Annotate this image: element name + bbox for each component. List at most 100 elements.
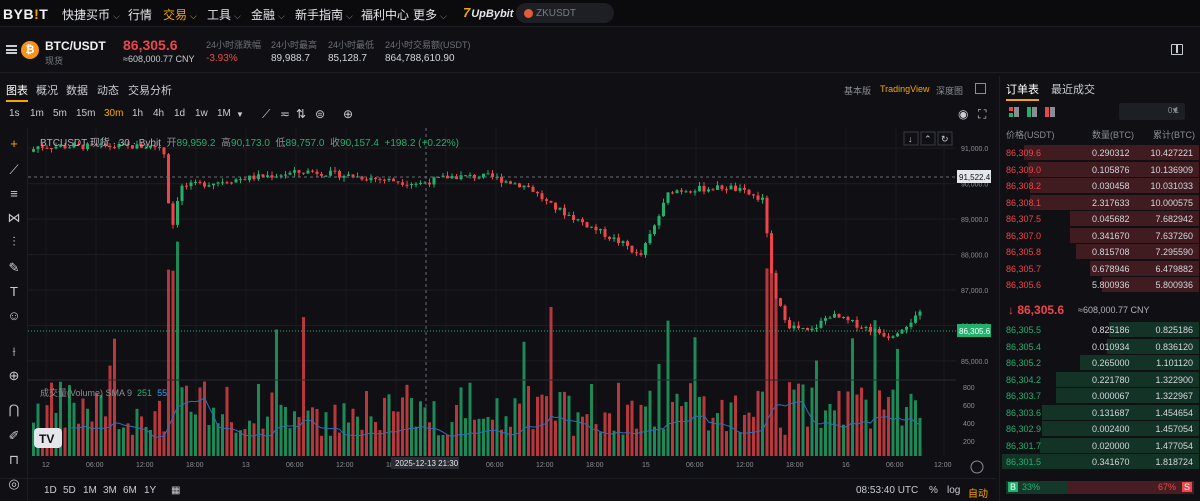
magnet-icon[interactable]: ⋂: [8, 402, 20, 417]
bid-row[interactable]: 86,301.7 0.020000 1.477054: [1000, 437, 1199, 454]
range-5d[interactable]: 5D: [63, 485, 76, 496]
chart-type-icon[interactable]: ⟋: [262, 107, 271, 121]
book-bids-icon[interactable]: [1027, 107, 1037, 117]
tab-feed[interactable]: 动态: [97, 85, 119, 97]
nav-trade[interactable]: 交易 ⌵: [163, 8, 197, 22]
lock-icon[interactable]: ⊓: [8, 452, 20, 467]
view-tradingview[interactable]: TradingView: [880, 84, 930, 94]
nav-finance[interactable]: 金融 ⌵: [251, 8, 285, 22]
ask-row[interactable]: 86,305.8 0.815708 7.295590: [1000, 244, 1199, 260]
candle-body: [747, 189, 751, 195]
layout-icon[interactable]: [1171, 44, 1183, 55]
range-1m[interactable]: 1M: [83, 485, 97, 496]
tf-15m[interactable]: 15m: [76, 108, 96, 119]
chevron-down-icon[interactable]: ▼: [236, 110, 244, 119]
log-toggle[interactable]: log: [947, 485, 961, 496]
compare-icon[interactable]: ⇅: [296, 107, 307, 121]
brush-icon[interactable]: ✎: [8, 260, 20, 275]
bid-row[interactable]: 86,305.5 0.825186 0.825186: [1000, 322, 1199, 338]
horizontal-lines-icon[interactable]: ≡: [10, 186, 18, 201]
emoji-icon[interactable]: ☺: [7, 308, 21, 323]
tf-1M[interactable]: 1M: [217, 108, 231, 119]
tab-overview[interactable]: 概况: [36, 85, 58, 97]
candle-body: [788, 320, 791, 329]
ask-row[interactable]: 86,309.6 0.290312 10.427221: [1000, 145, 1199, 161]
tab-trade-analysis[interactable]: 交易分析: [128, 85, 172, 97]
indicators-icon[interactable]: ≂: [280, 107, 291, 121]
lock-drawing-icon[interactable]: ✐: [8, 428, 20, 443]
nav-beginner-guide[interactable]: 新手指南 ⌵: [295, 8, 353, 22]
grid-layout-icon[interactable]: [975, 83, 986, 94]
tf-1d[interactable]: 1d: [174, 108, 186, 119]
bybit-logo[interactable]: BYB!T: [3, 6, 49, 22]
tf-30m[interactable]: 30m: [104, 108, 124, 119]
view-basic[interactable]: 基本版: [844, 86, 872, 96]
nav-markets[interactable]: 行情: [128, 8, 153, 22]
view-depth[interactable]: 深度图: [936, 86, 964, 96]
book-asks-icon[interactable]: [1045, 107, 1055, 117]
tf-1s[interactable]: 1s: [9, 108, 20, 119]
ask-row[interactable]: 86,308.2 0.030458 10.031033: [1000, 178, 1199, 194]
price-step-select[interactable]: 0.1 ▼: [1119, 103, 1185, 120]
ask-row[interactable]: 86,309.0 0.105876 10.136909: [1000, 161, 1199, 178]
bid-row[interactable]: 86,303.7 0.000067 1.322967: [1000, 388, 1199, 404]
nav-more[interactable]: 更多 ⌵: [413, 8, 447, 22]
range-6m[interactable]: 6M: [123, 485, 137, 496]
auto-toggle[interactable]: 自动: [968, 489, 988, 500]
tf-1w[interactable]: 1w: [195, 108, 208, 119]
ask-row[interactable]: 86,307.0 0.341670 7.637260: [1000, 227, 1199, 244]
nav-tools[interactable]: 工具 ⌵: [207, 8, 241, 22]
crosshair-icon[interactable]: +: [10, 136, 18, 151]
volume-bar: [185, 385, 188, 456]
range-1d[interactable]: 1D: [44, 485, 57, 496]
bid-row[interactable]: 86,305.2 0.265000 1.101120: [1000, 355, 1199, 371]
bid-row[interactable]: 86,305.4 0.010934 0.836120: [1000, 338, 1199, 355]
ruler-icon[interactable]: ⟊: [12, 344, 16, 359]
text-icon[interactable]: T: [10, 284, 18, 299]
candlestick-chart[interactable]: 91,000.0 90,000.0 89,000.0 88,000.0 87,000.0…: [28, 128, 996, 478]
camera-icon[interactable]: ◉: [958, 107, 969, 121]
ask-row[interactable]: 86,307.5 0.045682 7.682942: [1000, 211, 1199, 227]
ask-row[interactable]: 86,308.1 2.317633 10.000575: [1000, 194, 1199, 211]
book-both-icon[interactable]: [1009, 107, 1019, 117]
tab-chart[interactable]: 图表: [6, 82, 28, 102]
zoom-in-icon[interactable]: ⊕: [8, 368, 20, 383]
settings-icon[interactable]: ⊜: [315, 107, 326, 121]
visibility-icon[interactable]: ◎: [8, 476, 20, 491]
tf-4h[interactable]: 4h: [153, 108, 165, 119]
bid-row[interactable]: 86,303.6 0.131687 1.454654: [1000, 404, 1199, 421]
volume-bar: [770, 261, 773, 456]
trend-line-icon[interactable]: ⟋: [9, 162, 19, 177]
tab-data[interactable]: 数据: [66, 85, 88, 97]
candle-body: [765, 197, 769, 234]
range-3m[interactable]: 3M: [103, 485, 117, 496]
add-icon[interactable]: ⊕: [343, 107, 354, 121]
upbybit-promo[interactable]: 7UpBybit: [463, 5, 514, 20]
ask-row[interactable]: 86,305.7 0.678946 6.479882: [1000, 260, 1199, 277]
fullscreen-icon[interactable]: ⛶: [978, 107, 987, 121]
candle-body: [306, 170, 310, 174]
bid-row[interactable]: 86,304.2 0.221780 1.322900: [1000, 371, 1199, 388]
percent-toggle[interactable]: %: [929, 485, 938, 496]
volume-bar: [293, 411, 296, 456]
ask-row[interactable]: 86,305.6 5.800936 5.800936: [1000, 277, 1199, 293]
candle-body: [711, 189, 715, 191]
tf-1h[interactable]: 1h: [132, 108, 144, 119]
pair-name[interactable]: BTC/USDT: [45, 39, 106, 53]
tab-recent-trades[interactable]: 最近成交: [1051, 84, 1095, 96]
search-input[interactable]: ZKUSDT: [516, 3, 614, 23]
tf-1m[interactable]: 1m: [30, 108, 44, 119]
range-1y[interactable]: 1Y: [144, 485, 157, 496]
bid-row[interactable]: 86,302.9 0.002400 1.457054: [1000, 421, 1199, 437]
tab-orderbook[interactable]: 订单表: [1006, 81, 1039, 101]
nav-rewards[interactable]: 福利中心: [361, 8, 410, 22]
nav-quick-buy[interactable]: 快捷买币 ⌵: [62, 8, 120, 22]
menu-icon[interactable]: [6, 45, 17, 54]
pattern-icon[interactable]: ⋈: [7, 210, 21, 225]
calendar-icon[interactable]: ▦: [171, 485, 181, 496]
tf-5m[interactable]: 5m: [53, 108, 67, 119]
volume-bar: [716, 413, 719, 456]
volume-bar: [608, 413, 611, 456]
fib-icon[interactable]: ⫶: [12, 234, 16, 249]
bid-row[interactable]: 86,301.5 0.341670 1.818724: [1000, 454, 1199, 470]
